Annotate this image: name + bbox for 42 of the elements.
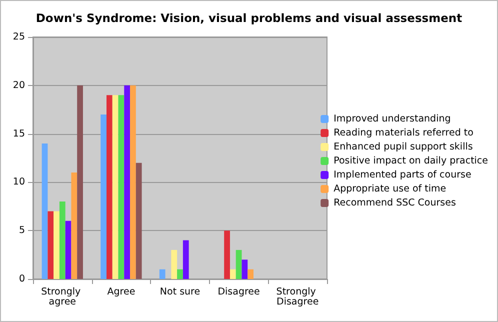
bar <box>236 250 242 279</box>
bar <box>71 172 78 279</box>
bar <box>118 95 124 279</box>
legend-label: Positive impact on daily practice <box>334 156 488 166</box>
bar <box>248 269 254 279</box>
y-tick-label: 0 <box>18 274 25 284</box>
bar <box>230 269 236 279</box>
y-tick-label: 5 <box>18 225 25 236</box>
bar <box>177 269 183 279</box>
bar <box>136 162 142 279</box>
legend-label: Improved understanding <box>334 114 451 124</box>
bar <box>171 250 178 279</box>
bar <box>124 85 130 279</box>
x-tick-label: Agree <box>107 286 136 298</box>
bar <box>77 85 83 279</box>
legend-label: Appropriate use of time <box>334 184 446 194</box>
x-tick-label: Strongly agree <box>41 286 84 308</box>
chart-title: Down's Syndrome: Vision, visual problems and visual assessment <box>36 11 463 25</box>
x-tick-label: Strongly Disagree <box>276 286 319 308</box>
bar <box>224 230 230 279</box>
y-tick-label: 10 <box>12 176 25 188</box>
bar <box>159 269 166 279</box>
y-tick-label: 20 <box>12 80 25 91</box>
legend-label: Recommend SSC Courses <box>334 198 456 208</box>
y-tick-label: 25 <box>12 32 25 42</box>
legend-label: Reading materials referred to <box>334 128 474 138</box>
legend-label: Implemented parts of course <box>334 170 472 180</box>
bar <box>130 85 136 279</box>
bar <box>182 240 189 279</box>
x-tick-label: Not sure <box>160 286 200 298</box>
bar <box>100 114 106 279</box>
bar <box>65 220 72 279</box>
bar <box>48 211 54 279</box>
bar <box>112 95 118 279</box>
bar <box>54 211 60 279</box>
bar <box>242 260 248 279</box>
x-tick-label: Disagree <box>218 286 260 298</box>
bar <box>42 143 48 279</box>
y-tick-label: 15 <box>12 128 25 140</box>
bar <box>106 95 112 279</box>
legend-label: Enhanced pupil support skills <box>334 142 473 152</box>
bar <box>59 202 66 279</box>
